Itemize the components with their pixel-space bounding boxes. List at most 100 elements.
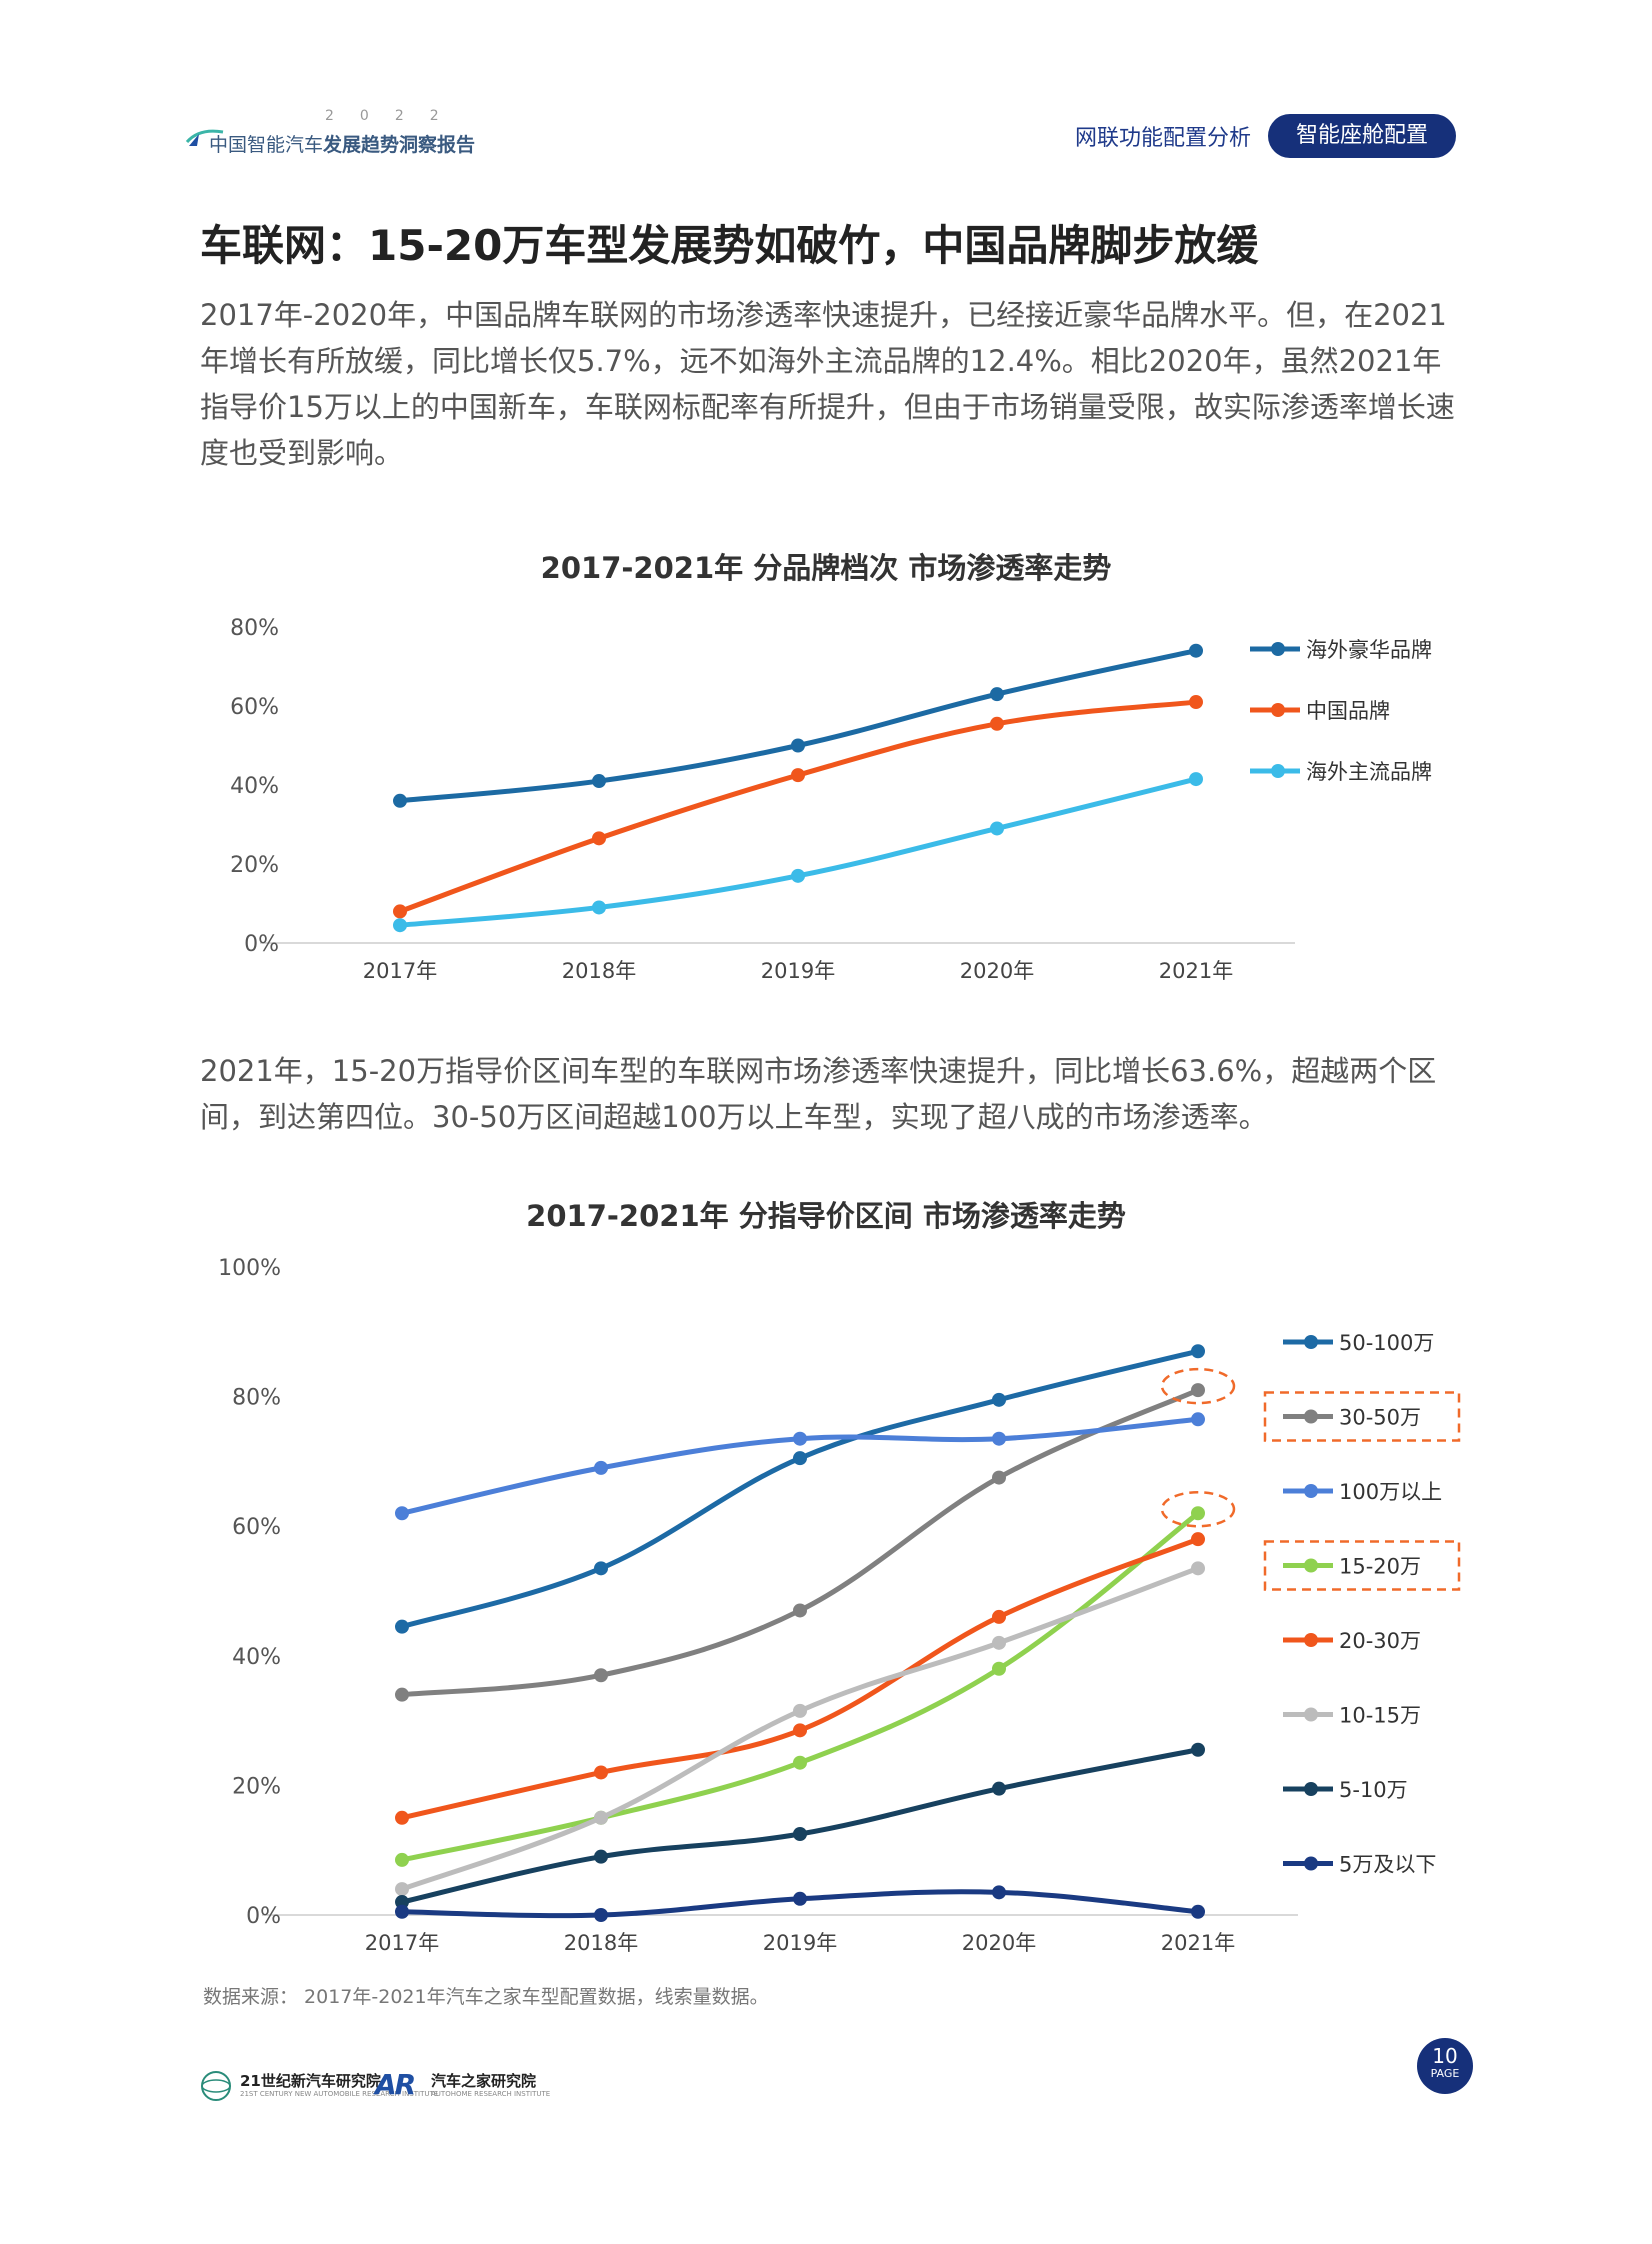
paragraph-1: 2017年-2020年，中国品牌车联网的市场渗透率快速提升，已经接近豪华品牌水平…	[200, 298, 1455, 470]
chart2-line-series-4	[399, 1536, 1201, 1821]
chart2-legend-marker-0	[1304, 1335, 1318, 1349]
chart2-legend-marker-7	[1304, 1856, 1318, 1871]
chart2-point-series-6-3	[992, 1781, 1006, 1796]
chart1-x-tick-label: 2020年	[960, 959, 1034, 983]
chart2-legend-highlight-3	[1263, 1540, 1461, 1591]
chart2-point-highlight-3	[1160, 1490, 1236, 1528]
chart2-legend-label-5: 10-15万	[1339, 1704, 1421, 1728]
logo-title: 中国智能汽车发展趋势洞察报告	[209, 130, 475, 157]
chart1-point-series-0-1	[592, 774, 606, 789]
chart2-point-series-5-3	[992, 1635, 1006, 1650]
chart1-legend-label-2: 海外主流品牌	[1306, 760, 1432, 784]
chart2-x-tick-label: 2021年	[1161, 1931, 1235, 1955]
chart2-y-tick-label: 80%	[232, 1386, 281, 1411]
chart2-point-series-6-0	[395, 1895, 409, 1910]
chart1-point-series-0-3	[990, 687, 1004, 702]
chart2-point-series-3-2	[793, 1755, 807, 1770]
chart1-y-tick-label: 0%	[244, 932, 279, 957]
chart1-legend-label-1: 中国品牌	[1306, 699, 1390, 723]
chart2-legend-marker-4	[1304, 1633, 1318, 1647]
chart2-legend-marker-6	[1304, 1782, 1318, 1796]
chart2-point-series-0-2	[793, 1451, 807, 1466]
chart2-legend-marker-5	[1304, 1707, 1318, 1722]
chart2-point-series-7-2	[793, 1891, 807, 1906]
footer-org1-name: 21世纪新汽车研究院	[240, 2072, 381, 2090]
chart1-legend-marker-0	[1271, 642, 1285, 656]
chart2-x-tick-label: 2018年	[564, 1931, 638, 1955]
nav-tab-cockpit[interactable]: 智能座舱配置	[1268, 114, 1456, 158]
chart2-legend-label-6: 5-10万	[1339, 1778, 1408, 1802]
chart2-point-series-2-4	[1191, 1412, 1205, 1427]
paragraph-2: 2021年，15-20万指导价区间车型的车联网市场渗透率快速提升，同比增长63.…	[200, 1054, 1437, 1134]
logo-title-a: 中国智能汽车	[209, 134, 324, 156]
footer-org2-sub: AUTOHOME RESEARCH INSTITUTE	[431, 2090, 551, 2098]
page-label: PAGE	[1430, 2067, 1460, 2080]
chart2-point-series-5-1	[594, 1810, 608, 1825]
chart1-point-series-2-2	[791, 868, 805, 883]
chart2-legend-label-1: 30-50万	[1339, 1406, 1421, 1430]
chart2-price-range: 0% 20% 40% 60% 80% 100% 2017年 2018年 2019年 2020年 20…	[218, 1256, 1461, 1955]
chart1-legend-label-0: 海外豪华品牌	[1306, 638, 1432, 662]
chart2-point-series-4-2	[793, 1723, 807, 1738]
chart2-legend-label-2: 100万以上	[1339, 1480, 1442, 1504]
chart2-legend-marker-2	[1304, 1484, 1318, 1498]
chart2-point-series-0-0	[395, 1619, 409, 1634]
chart2-legend-label-4: 20-30万	[1339, 1629, 1421, 1653]
chart2-point-series-2-3	[992, 1431, 1006, 1446]
ar-logo-icon: AR	[375, 2068, 416, 2101]
chart1-point-series-1-4	[1189, 695, 1203, 710]
chart2-point-series-2-2	[793, 1431, 807, 1446]
chart2-title: 2017-2021年 分指导价区间 市场渗透率走势	[526, 1199, 1126, 1233]
chart2-point-series-6-4	[1191, 1742, 1205, 1757]
footer-logo-autohome: AR 汽车之家研究院 AUTOHOME RESEARCH INSTITUTE	[375, 2068, 555, 2108]
chart1-line-series-2	[397, 776, 1199, 928]
chart2-point-series-0-3	[992, 1392, 1006, 1407]
page-title: 车联网：15-20万车型发展势如破竹，中国品牌脚步放缓	[200, 221, 1259, 270]
chart2-point-series-3-0	[395, 1852, 409, 1867]
chart1-point-series-2-3	[990, 821, 1004, 836]
chart2-point-series-1-2	[793, 1603, 807, 1618]
chart2-legend-highlight-1	[1263, 1391, 1461, 1442]
chart2-point-series-4-4	[1191, 1532, 1205, 1547]
chart2-point-series-3-4	[1191, 1506, 1205, 1521]
chart2-y-tick-label: 100%	[218, 1256, 281, 1281]
chart1-point-series-1-3	[990, 716, 1004, 731]
chart2-legend-marker-1	[1304, 1409, 1318, 1424]
chart2-legend-label-0: 50-100万	[1339, 1331, 1434, 1355]
chart2-point-series-7-0	[395, 1904, 409, 1919]
logo-year: 2022	[325, 108, 465, 124]
chart2-point-series-0-4	[1191, 1344, 1205, 1359]
chart1-point-series-1-0	[393, 904, 407, 919]
chart2-point-series-0-1	[594, 1561, 608, 1576]
chart1-x-tick-label: 2017年	[363, 959, 437, 983]
chart1-legend-marker-1	[1271, 703, 1285, 717]
chart1-point-series-0-2	[791, 738, 805, 753]
nav-link-network[interactable]: 网联功能配置分析	[1075, 126, 1252, 151]
footer-org2-name: 汽车之家研究院	[431, 2072, 537, 2090]
chart2-point-series-2-1	[594, 1460, 608, 1475]
chart2-y-tick-label: 0%	[246, 1904, 281, 1929]
chart1-point-series-1-1	[592, 831, 606, 846]
chart1-point-series-0-0	[393, 793, 407, 808]
chart1-x-tick-label: 2019年	[761, 959, 835, 983]
chart2-y-tick-label: 60%	[232, 1515, 281, 1540]
chart2-point-series-1-1	[594, 1668, 608, 1683]
chart2-point-series-5-2	[793, 1703, 807, 1718]
page-number: 10	[1432, 2044, 1458, 2068]
chart1-point-series-2-4	[1189, 772, 1203, 787]
chart2-legend-label-3: 15-20万	[1339, 1555, 1421, 1579]
footer-logo-21c: 21世纪新汽车研究院 21ST CENTURY NEW AUTOMOBILE R…	[198, 2068, 438, 2108]
chart1-point-series-0-4	[1189, 643, 1203, 658]
source-note: 数据来源： 2017年-2021年汽车之家车型配置数据，线索量数据。	[203, 1986, 769, 2008]
chart2-point-series-5-4	[1191, 1561, 1205, 1576]
chart2-point-series-7-3	[992, 1885, 1006, 1900]
chart2-point-series-4-0	[395, 1810, 409, 1825]
chart2-point-series-7-1	[594, 1908, 608, 1922]
chart1-point-series-2-1	[592, 900, 606, 915]
chart2-point-series-5-0	[395, 1882, 409, 1897]
chart2-y-tick-label: 40%	[232, 1645, 281, 1670]
chart2-point-series-1-3	[992, 1470, 1006, 1485]
chart1-y-tick-label: 60%	[230, 695, 279, 720]
chart2-x-tick-label: 2020年	[962, 1931, 1036, 1955]
chart1-point-series-1-2	[791, 768, 805, 783]
